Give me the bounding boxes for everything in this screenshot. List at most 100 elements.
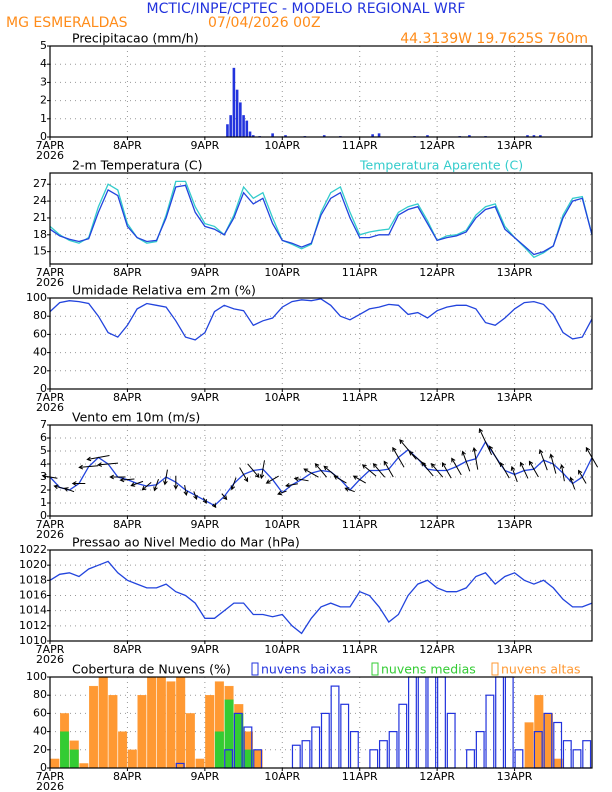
legend-label: Temperatura Aparente (C) [359, 158, 523, 173]
wind-arrow [293, 476, 309, 482]
cloud-bar [369, 749, 379, 769]
wind-arrow [478, 428, 493, 456]
panel-title: 2-m Temperatura (C) [72, 158, 203, 173]
x-tick-label: 13APR [497, 643, 533, 656]
wind-arrow [472, 446, 479, 470]
wind-arrow [399, 439, 417, 460]
plot-frame [49, 424, 593, 517]
x-tick-label: 12APR [419, 139, 455, 152]
y-tick-label: 6 [40, 431, 47, 444]
bar [539, 135, 542, 137]
wind-arrow [193, 491, 198, 500]
panel-title: Umidade Relativa em 2m (%) [72, 283, 256, 298]
y-tick-label: 1020 [19, 558, 47, 571]
data-line [49, 298, 593, 341]
cloud-bar [69, 749, 79, 769]
wind-arrow [119, 477, 135, 483]
x-tick-label: 12APR [419, 770, 455, 783]
wind-arrow [441, 462, 452, 479]
x-tick-label: 9APR [190, 770, 219, 783]
cloud-bar [147, 676, 157, 769]
cloud-bar [504, 676, 514, 769]
cloud-bar [572, 749, 582, 769]
y-tick-label: 1012 [19, 619, 47, 632]
x-tick-label: 10APR [264, 643, 300, 656]
wind-arrow [230, 477, 237, 491]
cloud-bar [349, 730, 359, 769]
cloud-bar [466, 749, 475, 769]
run-time: 07/04/2026 00Z [208, 15, 321, 31]
wind-arrow [63, 487, 75, 493]
plot-frame [49, 172, 593, 265]
cloud-bar [417, 676, 427, 769]
y-tick-label: 1 [40, 112, 47, 125]
x-tick-label: 9APR [190, 391, 219, 404]
x-tick-label: 12APR [419, 643, 455, 656]
year-label: 2026 [36, 653, 64, 666]
wind-arrow [221, 493, 228, 501]
x-tick-label: 10APR [264, 266, 300, 279]
x-tick-label: 8APR [113, 643, 142, 656]
bar [235, 89, 239, 137]
bar [242, 115, 245, 137]
wind-arrow [109, 474, 126, 480]
x-tick-label: 12APR [419, 266, 455, 279]
wind-arrow [549, 453, 557, 474]
legend-label: nuvens baixas [261, 662, 351, 677]
location: MG ESMERALDAS [6, 15, 128, 31]
bar [284, 135, 287, 137]
x-tick-label: 7APR [36, 266, 65, 279]
y-tick-label: 0 [40, 130, 47, 143]
cloud-bar [485, 694, 495, 769]
wind-arrow [53, 484, 66, 490]
y-tick-label: 2 [40, 483, 47, 496]
y-tick-label: 100 [26, 670, 47, 683]
wind-arrow [421, 461, 434, 477]
x-tick-label: 8APR [113, 139, 142, 152]
x-tick-label: 13APR [497, 266, 533, 279]
wind-arrow [247, 463, 260, 479]
y-tick-label: 24 [33, 194, 47, 207]
year-label: 2026 [36, 780, 64, 792]
x-tick-label: 7APR [36, 139, 65, 152]
cloud-bar [291, 744, 301, 769]
bar [371, 134, 374, 137]
y-tick-label: 4 [40, 57, 47, 70]
x-tick-label: 11APR [342, 266, 378, 279]
y-tick-label: 7 [40, 418, 47, 431]
cloud-bar [118, 731, 128, 769]
x-tick-label: 7APR [36, 770, 65, 783]
bar [248, 131, 252, 137]
bar [426, 135, 429, 137]
wind-arrow [488, 445, 502, 467]
x-tick-label: 11APR [342, 518, 378, 531]
wind-arrow [361, 464, 377, 477]
x-tick-label: 9APR [190, 643, 219, 656]
bar [271, 133, 274, 137]
y-tick-label: 40 [33, 346, 47, 359]
data-line [49, 180, 593, 259]
y-tick-label: 3 [40, 75, 47, 88]
cloud-bar [311, 726, 321, 769]
y-tick-label: 60 [33, 706, 47, 719]
wind-arrow [344, 487, 355, 493]
wind-arrow [141, 482, 152, 491]
panel-title: Cobertura de Nuvens (%) [72, 662, 231, 677]
wind-arrow [528, 460, 539, 478]
x-tick-label: 13APR [497, 518, 533, 531]
x-tick-label: 13APR [497, 139, 533, 152]
coordinates: 44.3139W 19.7625S 760m [400, 31, 588, 47]
x-tick-label: 10APR [264, 770, 300, 783]
year-label: 2026 [36, 149, 64, 162]
x-tick-label: 11APR [342, 139, 378, 152]
cloud-bar [340, 703, 350, 769]
wind-arrow [86, 455, 110, 462]
plot-frame [49, 676, 593, 769]
x-tick-label: 10APR [264, 139, 300, 152]
y-tick-label: 15 [33, 245, 47, 258]
x-tick-label: 11APR [342, 391, 378, 404]
y-tick-label: 0 [40, 382, 47, 395]
y-tick-label: 5 [40, 444, 47, 457]
wind-arrow [372, 462, 386, 478]
y-tick-label: 1018 [19, 573, 47, 586]
